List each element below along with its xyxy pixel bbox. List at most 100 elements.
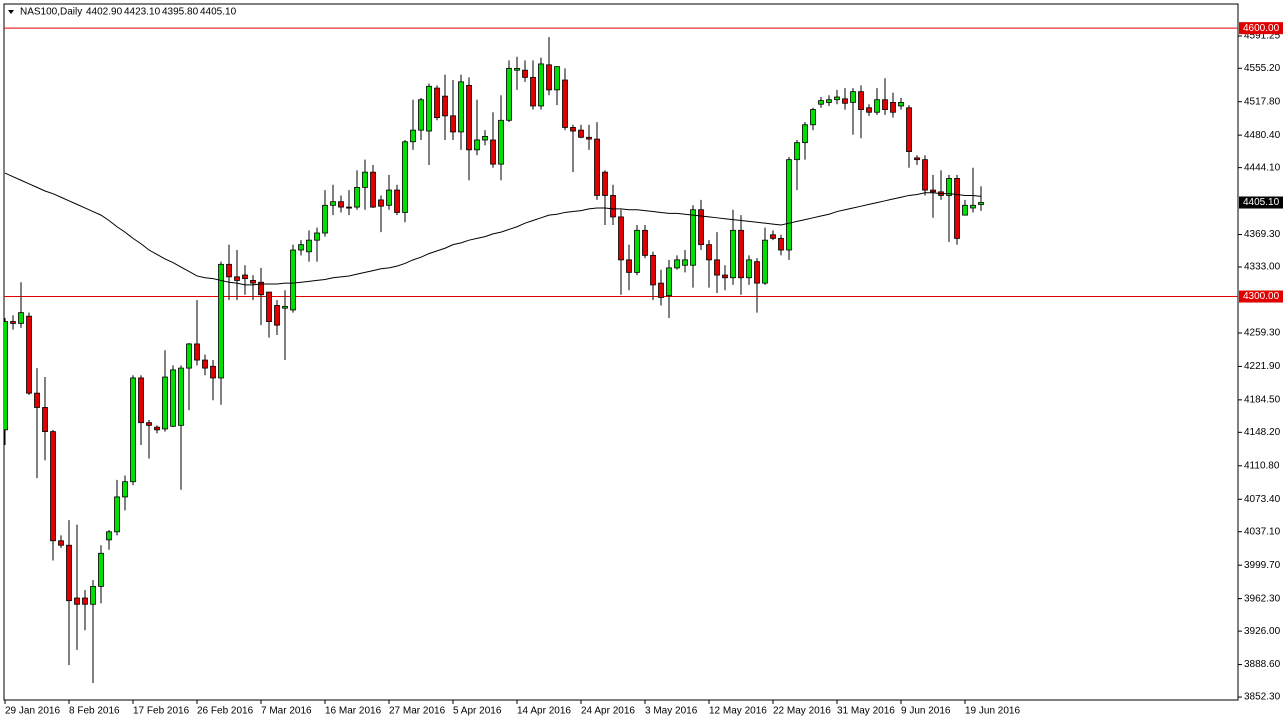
- candle-body: [834, 96, 840, 101]
- y-tick-label: 3852.30: [1244, 692, 1281, 703]
- candle-body: [610, 195, 616, 218]
- y-tick-label: 4555.20: [1244, 63, 1281, 74]
- y-tick-label: 4221.90: [1244, 361, 1281, 372]
- candle-body: [842, 98, 848, 104]
- candle-body: [698, 209, 704, 246]
- candle-body: [98, 552, 104, 587]
- level-label: 4300.00: [1243, 291, 1280, 302]
- header-value: 4395.80: [162, 7, 199, 18]
- y-tick-label: 4444.10: [1244, 162, 1281, 173]
- x-tick-label: 16 Mar 2016: [325, 706, 382, 717]
- candle-body: [954, 178, 960, 239]
- header-value: 4405.10: [200, 7, 237, 18]
- candle-body: [866, 107, 872, 113]
- candle-body: [426, 85, 432, 132]
- candle-body: [18, 312, 24, 324]
- candle-body: [626, 259, 632, 273]
- candle-body: [802, 124, 808, 144]
- candle-body: [330, 201, 336, 206]
- candle-body: [850, 91, 856, 103]
- candle-body: [354, 186, 360, 208]
- candle-body: [226, 263, 232, 278]
- x-tick-label: 31 May 2016: [837, 706, 895, 717]
- candle-body: [146, 422, 152, 426]
- candle-body: [786, 159, 792, 251]
- candle-body: [114, 496, 120, 533]
- x-tick-label: 12 May 2016: [709, 706, 767, 717]
- candle-body: [506, 68, 512, 121]
- candle-body: [690, 209, 696, 266]
- candle-body: [122, 481, 128, 498]
- candle-body: [890, 102, 896, 113]
- candle-body: [42, 407, 48, 433]
- y-tick-label: 4517.80: [1244, 96, 1281, 107]
- candle-body: [418, 99, 424, 131]
- candle-body: [922, 159, 928, 191]
- y-tick-label: 4333.00: [1244, 262, 1281, 273]
- candle-body: [370, 171, 376, 208]
- candle-body: [210, 365, 216, 379]
- candle-body: [794, 142, 800, 161]
- candle-body: [978, 202, 984, 205]
- candle-body: [474, 139, 480, 151]
- candle-body: [386, 189, 392, 206]
- x-tick-label: 5 Apr 2016: [453, 706, 502, 717]
- y-tick-label: 4369.30: [1244, 229, 1281, 240]
- candle-body: [4, 321, 8, 431]
- candle-body: [58, 540, 64, 546]
- candle-body: [82, 597, 88, 605]
- candle-body: [322, 204, 328, 234]
- candle-body: [34, 392, 40, 408]
- candle-body: [194, 343, 200, 361]
- candle-body: [450, 115, 456, 133]
- candle-body: [546, 64, 552, 91]
- candle-body: [666, 267, 672, 297]
- x-tick-label: 19 Jun 2016: [965, 706, 1020, 717]
- y-tick-label: 4148.20: [1244, 427, 1281, 438]
- y-tick-label: 3926.00: [1244, 626, 1281, 637]
- candle-body: [514, 68, 520, 71]
- candle-body: [242, 274, 248, 280]
- candle-body: [298, 244, 304, 251]
- candle-body: [282, 305, 288, 309]
- y-tick-label: 3888.60: [1244, 659, 1281, 670]
- candle-body: [66, 544, 72, 602]
- candle-body: [754, 261, 760, 284]
- candle-body: [498, 119, 504, 165]
- candle-body: [290, 249, 296, 311]
- candle-body: [538, 63, 544, 107]
- level-label: 4600.00: [1243, 23, 1280, 34]
- candle-body: [570, 127, 576, 132]
- candle-body: [274, 305, 280, 326]
- moving-average-line: [4, 172, 982, 286]
- x-tick-label: 27 Mar 2016: [389, 706, 446, 717]
- candle-body: [730, 229, 736, 279]
- candle-body: [946, 178, 952, 196]
- candle-body: [722, 274, 728, 279]
- y-tick-label: 4037.10: [1244, 526, 1281, 537]
- candle-body: [378, 199, 384, 207]
- candle-body: [650, 254, 656, 286]
- candle-body: [338, 201, 344, 208]
- x-tick-label: 29 Jan 2016: [5, 706, 60, 717]
- y-tick-label: 4259.30: [1244, 328, 1281, 339]
- candle-body: [74, 597, 80, 605]
- level-label-box: [1239, 22, 1283, 35]
- candle-body: [26, 315, 32, 394]
- candle-body: [170, 369, 176, 427]
- candle-body: [346, 206, 352, 209]
- plot-area: [4, 27, 1238, 684]
- candle-body: [762, 239, 768, 284]
- x-tick-label: 3 May 2016: [645, 706, 698, 717]
- candle-body: [858, 91, 864, 110]
- x-tick-label: 9 Jun 2016: [901, 706, 951, 717]
- candle-body: [906, 107, 912, 153]
- candle-body: [778, 237, 784, 251]
- y-tick-label: 4184.50: [1244, 395, 1281, 406]
- candle-body: [362, 171, 368, 188]
- candle-body: [90, 585, 96, 605]
- candle-body: [258, 281, 264, 296]
- candle-body: [914, 157, 920, 161]
